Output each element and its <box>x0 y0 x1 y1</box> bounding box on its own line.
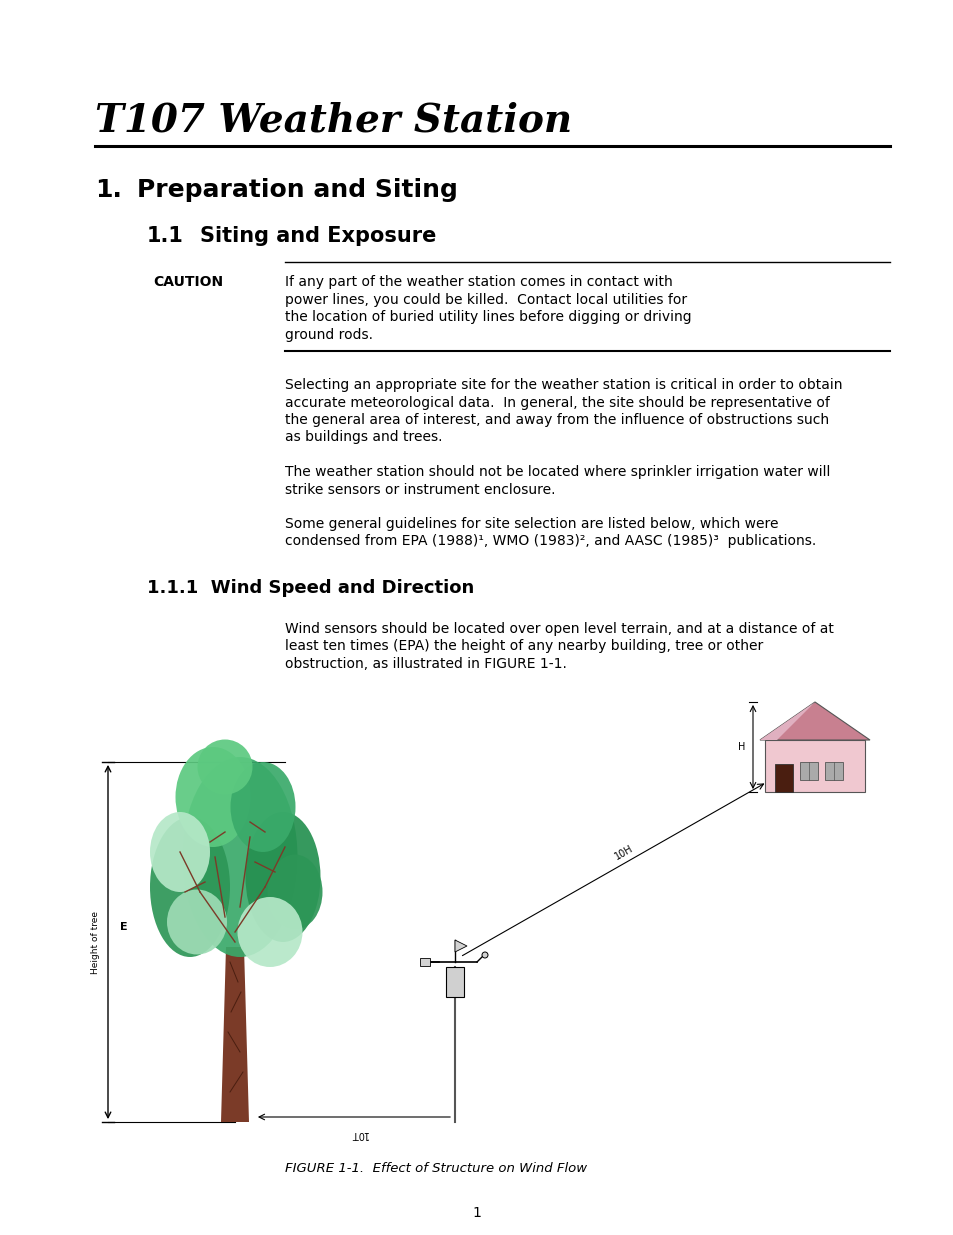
Text: accurate meteorological data.  In general, the site should be representative of: accurate meteorological data. In general… <box>285 395 829 410</box>
Text: the general area of interest, and away from the influence of obstructions such: the general area of interest, and away f… <box>285 412 828 427</box>
Ellipse shape <box>481 952 488 958</box>
Ellipse shape <box>182 757 297 957</box>
Text: Wind sensors should be located over open level terrain, and at a distance of at: Wind sensors should be located over open… <box>285 622 833 636</box>
Polygon shape <box>760 701 869 740</box>
Text: condensed from EPA (1988)¹, WMO (1983)², and AASC (1985)³  publications.: condensed from EPA (1988)¹, WMO (1983)²,… <box>285 535 816 548</box>
Text: The weather station should not be located where sprinkler irrigation water will: The weather station should not be locate… <box>285 466 829 479</box>
Text: 1.: 1. <box>95 178 122 203</box>
Text: least ten times (EPA) the height of any nearby building, tree or other: least ten times (EPA) the height of any … <box>285 640 762 653</box>
Ellipse shape <box>175 747 251 847</box>
Ellipse shape <box>231 762 295 852</box>
Text: 10T: 10T <box>350 1129 368 1139</box>
Text: FIGURE 1-1.  Effect of Structure on Wind Flow: FIGURE 1-1. Effect of Structure on Wind … <box>285 1162 586 1174</box>
Polygon shape <box>455 940 467 952</box>
Text: 10H: 10H <box>612 844 634 862</box>
Text: If any part of the weather station comes in contact with: If any part of the weather station comes… <box>285 275 672 289</box>
Ellipse shape <box>245 811 320 942</box>
Text: 1: 1 <box>472 1207 481 1220</box>
Text: as buildings and trees.: as buildings and trees. <box>285 431 442 445</box>
Ellipse shape <box>197 740 253 794</box>
Text: Selecting an appropriate site for the weather station is critical in order to ob: Selecting an appropriate site for the we… <box>285 378 841 391</box>
Ellipse shape <box>237 897 302 967</box>
Text: Siting and Exposure: Siting and Exposure <box>200 226 436 246</box>
Text: ground rods.: ground rods. <box>285 327 373 342</box>
Text: Preparation and Siting: Preparation and Siting <box>137 178 457 203</box>
Text: Some general guidelines for site selection are listed below, which were: Some general guidelines for site selecti… <box>285 517 778 531</box>
Text: T107 Weather Station: T107 Weather Station <box>95 103 572 140</box>
Bar <box>774 764 792 792</box>
Text: 1.1.1  Wind Speed and Direction: 1.1.1 Wind Speed and Direction <box>147 579 474 597</box>
Text: power lines, you could be killed.  Contact local utilities for: power lines, you could be killed. Contac… <box>285 293 686 306</box>
Bar <box>824 762 842 781</box>
Bar <box>764 740 864 792</box>
Polygon shape <box>221 947 249 1123</box>
Text: Height of tree: Height of tree <box>91 910 100 973</box>
Ellipse shape <box>167 889 227 955</box>
Text: 1.1: 1.1 <box>147 226 184 246</box>
Text: the location of buried utility lines before digging or driving: the location of buried utility lines bef… <box>285 310 691 324</box>
Ellipse shape <box>150 811 210 892</box>
Bar <box>419 958 430 966</box>
Text: CAUTION: CAUTION <box>152 275 223 289</box>
Text: E: E <box>120 923 128 932</box>
Text: strike sensors or instrument enclosure.: strike sensors or instrument enclosure. <box>285 483 555 496</box>
Polygon shape <box>760 701 814 740</box>
Bar <box>446 967 463 997</box>
Text: obstruction, as illustrated in FIGURE 1-1.: obstruction, as illustrated in FIGURE 1-… <box>285 657 566 671</box>
Ellipse shape <box>150 818 230 957</box>
Bar <box>800 762 817 781</box>
Text: H: H <box>737 742 744 752</box>
Ellipse shape <box>267 855 322 930</box>
